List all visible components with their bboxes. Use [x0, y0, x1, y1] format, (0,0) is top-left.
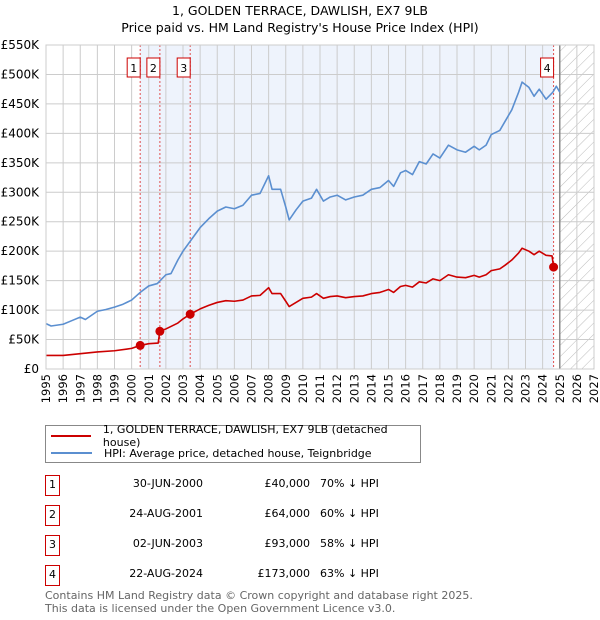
y-tick-label: £100K — [1, 303, 41, 317]
x-tick-label: 2008 — [262, 374, 276, 403]
sale-number-badge: 4 — [45, 565, 60, 586]
x-tick-label: 2016 — [399, 374, 413, 403]
sale-label: 2 — [150, 62, 157, 75]
sale-number-badge: 2 — [45, 505, 60, 526]
sale-number-badge: 1 — [45, 475, 60, 496]
x-tick-label: 2004 — [193, 374, 207, 403]
sale-row: 2 24-AUG-2001 £64,000 60% ↓ HPI — [45, 505, 465, 526]
x-tick-label: 2003 — [176, 374, 190, 403]
x-tick-label: 2023 — [519, 374, 533, 403]
sale-label-box — [540, 57, 555, 78]
sale-price: £64,000 — [264, 507, 311, 520]
x-tick-label: 2009 — [279, 374, 293, 403]
x-tick-label: 2001 — [142, 374, 156, 403]
y-tick-label: £200K — [1, 244, 41, 258]
sale-point — [135, 340, 145, 350]
sale-point — [155, 326, 165, 336]
sale-price: £173,000 — [257, 567, 311, 580]
y-tick-label: £300K — [1, 185, 41, 199]
sale-label: 3 — [180, 62, 187, 75]
x-tick-label: 2014 — [364, 374, 378, 403]
x-tick-label: 1999 — [108, 374, 122, 403]
sale-price: £93,000 — [264, 537, 311, 550]
price-chart: 1995 1996 1997 1998 1999 2000 2001 2002 2003 2004… — [1, 38, 600, 403]
sale-hpi-diff: 63% ↓ HPI — [320, 567, 379, 580]
y-tick-label: £500K — [1, 67, 41, 81]
x-tick-label: 1997 — [73, 374, 87, 403]
y-tick-label: £50K — [8, 333, 40, 347]
y-tick-label: £550K — [1, 38, 41, 52]
sale-hpi-diff: 70% ↓ HPI — [320, 477, 379, 490]
chart-subtitle: Price paid vs. HM Land Registry's House … — [121, 20, 479, 35]
legend: 1, GOLDEN TERRACE, DAWLISH, EX7 9LB (det… — [45, 423, 421, 463]
x-tick-label: 2017 — [416, 374, 430, 403]
x-tick-label: 2019 — [450, 374, 464, 403]
sale-label-box — [146, 57, 161, 78]
plot-frame — [45, 44, 595, 370]
x-tick-label: 2025 — [553, 374, 567, 403]
x-tick-label: 2002 — [159, 374, 173, 403]
sale-point — [185, 309, 195, 319]
footer-licence: This data is licensed under the Open Gov… — [45, 602, 396, 615]
x-tick-label: 2024 — [536, 374, 550, 403]
sale-price: £40,000 — [264, 477, 311, 490]
x-tick-label: 2012 — [330, 374, 344, 403]
x-tick-label: 2007 — [245, 374, 259, 403]
sale-date: 22-AUG-2024 — [129, 567, 203, 580]
y-tick-label: £350K — [1, 156, 41, 170]
chart-title: 1, GOLDEN TERRACE, DAWLISH, EX7 9LB — [172, 3, 428, 18]
footer: Contains HM Land Registry data © Crown c… — [45, 589, 473, 615]
y-tick-label: £450K — [1, 97, 41, 111]
sale-label-box — [126, 57, 141, 78]
sale-hpi-diff: 60% ↓ HPI — [320, 507, 379, 520]
ownership-shading — [140, 45, 554, 369]
sale-label: 1 — [130, 62, 137, 75]
y-tick-label: £250K — [1, 215, 41, 229]
x-tick-label: 2015 — [382, 374, 396, 403]
x-tick-label: 2022 — [501, 374, 515, 403]
x-tick-label: 2011 — [313, 374, 327, 403]
sale-hpi-diff: 58% ↓ HPI — [320, 537, 379, 550]
sale-row: 1 30-JUN-2000 £40,000 70% ↓ HPI — [45, 475, 465, 496]
sale-date: 24-AUG-2001 — [129, 507, 203, 520]
legend-item-hpi: HPI: Average price, detached house, Teig… — [46, 445, 372, 461]
x-tick-label: 2027 — [587, 374, 600, 403]
x-tick-label: 2000 — [125, 374, 139, 403]
y-tick-label: £0 — [24, 362, 39, 376]
y-tick-label: £150K — [1, 274, 41, 288]
y-tick-label: £400K — [1, 126, 41, 140]
x-tick-label: 2018 — [433, 374, 447, 403]
legend-label: HPI: Average price, detached house, Teig… — [104, 446, 372, 460]
legend-swatch-blue — [51, 452, 92, 454]
x-tick-label: 2026 — [570, 374, 584, 403]
legend-item-property: 1, GOLDEN TERRACE, DAWLISH, EX7 9LB (det… — [46, 423, 420, 449]
sale-number-badge: 3 — [45, 535, 60, 556]
sale-label: 4 — [544, 62, 551, 75]
sale-date: 30-JUN-2000 — [132, 477, 203, 490]
x-tick-label: 2021 — [484, 374, 498, 403]
price-paid-line — [46, 247, 555, 357]
x-tick-label: 2020 — [467, 374, 481, 403]
x-tick-label: 2013 — [347, 374, 361, 403]
sale-date: 02-JUN-2003 — [132, 537, 203, 550]
x-tick-label: 1995 — [39, 374, 53, 403]
sale-point — [549, 262, 559, 272]
x-tick-label: 1996 — [56, 374, 70, 403]
x-tick-label: 2010 — [296, 374, 310, 403]
hpi-line — [45, 81, 561, 327]
legend-swatch-red — [51, 435, 91, 437]
sale-label-box — [176, 57, 191, 78]
legend-label: 1, GOLDEN TERRACE, DAWLISH, EX7 9LB (det… — [102, 423, 388, 449]
sale-row: 3 02-JUN-2003 £93,000 58% ↓ HPI — [45, 535, 465, 556]
x-tick-label: 2005 — [210, 374, 224, 403]
x-tick-label: 1998 — [90, 374, 104, 403]
sale-row: 4 22-AUG-2024 £173,000 63% ↓ HPI — [45, 565, 465, 586]
footer-copyright: Contains HM Land Registry data © Crown c… — [45, 589, 473, 602]
x-tick-label: 2006 — [227, 374, 241, 403]
